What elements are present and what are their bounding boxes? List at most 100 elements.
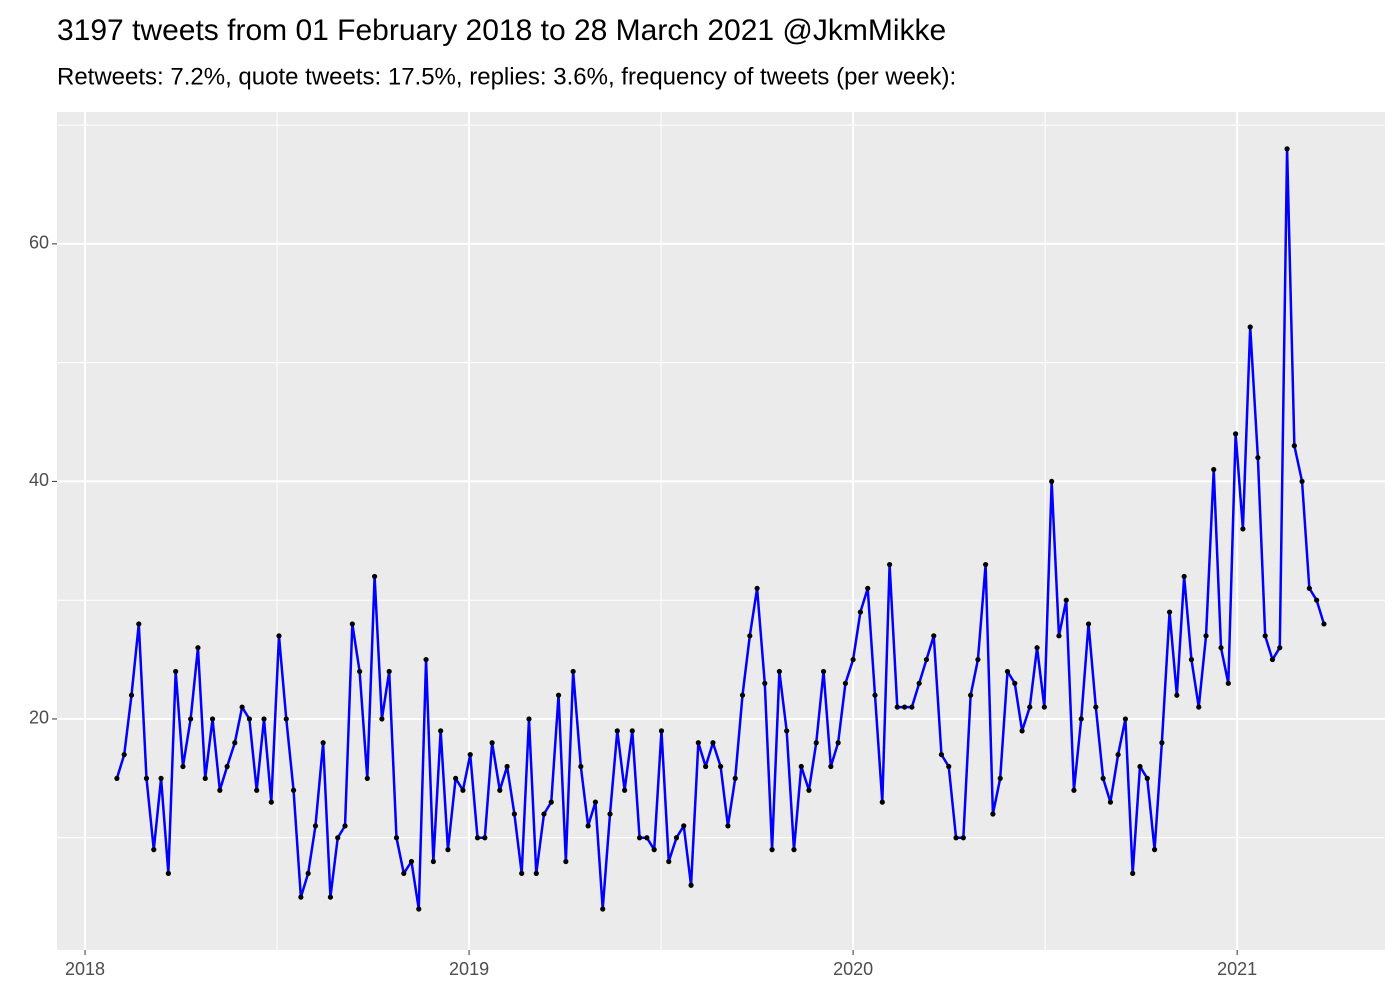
data-point	[614, 728, 620, 734]
data-point	[1166, 609, 1173, 615]
data-point	[622, 787, 628, 793]
data-point	[931, 633, 937, 639]
data-point	[673, 835, 680, 841]
data-point	[298, 894, 304, 900]
data-point	[585, 823, 591, 829]
data-point	[842, 680, 849, 686]
data-point	[290, 787, 297, 793]
data-point	[946, 763, 952, 770]
data-point	[563, 858, 569, 865]
data-point	[739, 692, 746, 698]
data-point	[504, 763, 510, 770]
data-point	[666, 858, 672, 865]
data-point	[114, 775, 120, 781]
data-point	[1115, 752, 1121, 758]
data-point	[526, 716, 532, 722]
data-point	[651, 847, 657, 853]
data-point	[791, 847, 797, 853]
data-point	[953, 835, 959, 841]
data-point	[136, 621, 142, 627]
data-point	[268, 799, 274, 805]
data-point	[850, 656, 856, 663]
data-point	[828, 763, 834, 770]
data-point	[1225, 680, 1231, 686]
data-point	[519, 870, 525, 876]
data-point	[1159, 740, 1165, 746]
data-point	[533, 870, 539, 876]
plot-background	[57, 112, 1385, 950]
data-point	[1277, 645, 1283, 651]
data-point	[570, 668, 576, 675]
y-tick-label: 60	[29, 233, 49, 253]
x-tick-label: 2019	[449, 959, 489, 979]
data-point	[232, 740, 238, 746]
data-point	[276, 633, 282, 639]
data-point	[798, 763, 804, 770]
data-point	[121, 752, 127, 758]
data-point	[784, 728, 790, 734]
data-point	[453, 775, 459, 781]
data-point	[1151, 847, 1158, 853]
data-point	[1299, 478, 1305, 485]
data-point	[386, 668, 392, 675]
data-point	[776, 668, 782, 675]
data-point	[1107, 799, 1114, 805]
data-point	[1144, 775, 1150, 781]
data-point	[401, 870, 407, 876]
data-point	[1233, 431, 1239, 437]
data-point	[1255, 455, 1261, 461]
data-point	[1122, 716, 1128, 722]
data-point	[474, 835, 481, 841]
data-point	[1041, 704, 1047, 710]
data-point	[636, 835, 643, 841]
data-point	[710, 740, 716, 746]
data-point	[1012, 680, 1018, 686]
data-point	[703, 763, 709, 770]
data-point	[769, 847, 775, 853]
data-point	[180, 763, 186, 770]
data-point	[1049, 478, 1055, 485]
data-point	[1284, 146, 1290, 152]
data-point	[857, 609, 864, 615]
data-point	[960, 835, 966, 841]
data-point	[239, 704, 245, 710]
data-point	[1218, 645, 1224, 651]
data-point	[188, 716, 194, 722]
y-tick-label: 20	[29, 708, 49, 728]
x-tick-label: 2021	[1217, 959, 1257, 979]
data-point	[644, 835, 650, 841]
data-point	[695, 740, 701, 746]
data-point	[1291, 443, 1297, 449]
data-point	[1181, 573, 1187, 580]
data-point	[923, 656, 930, 663]
data-point	[379, 716, 385, 722]
data-point	[349, 621, 355, 627]
data-point	[1188, 656, 1195, 663]
data-point	[718, 763, 724, 770]
data-point	[1100, 775, 1106, 781]
data-point	[1071, 787, 1077, 793]
data-point	[283, 716, 289, 722]
data-point	[607, 811, 613, 817]
data-point	[254, 787, 260, 793]
x-tick-label: 2020	[833, 959, 873, 979]
data-point	[688, 882, 694, 888]
data-point	[629, 728, 635, 734]
data-point	[342, 823, 348, 829]
data-point	[555, 692, 562, 698]
data-point	[835, 740, 841, 746]
data-point	[990, 811, 996, 817]
data-point	[217, 787, 223, 793]
data-point	[1019, 728, 1025, 734]
data-point	[497, 787, 503, 793]
data-point	[1078, 716, 1084, 722]
data-point	[909, 704, 915, 710]
data-point	[364, 775, 370, 781]
data-point	[983, 561, 989, 568]
data-point	[747, 633, 753, 639]
data-point	[894, 704, 900, 710]
data-point	[416, 906, 422, 912]
data-point	[1306, 585, 1312, 591]
data-point	[489, 740, 495, 746]
